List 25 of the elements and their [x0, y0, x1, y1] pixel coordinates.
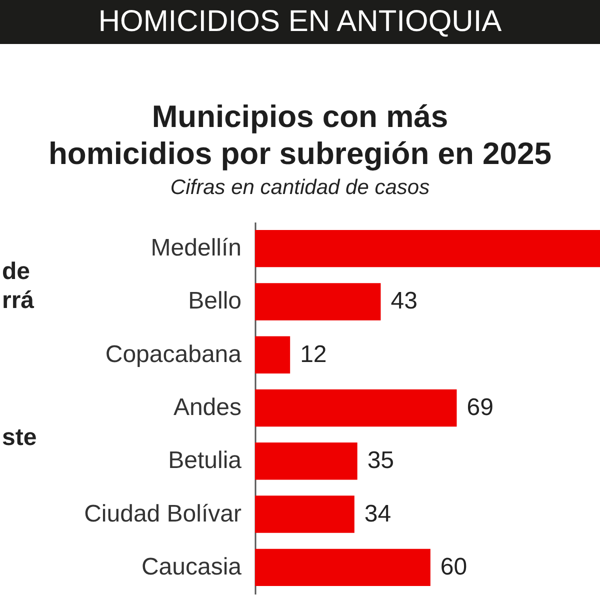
- data-label: 12: [300, 340, 327, 368]
- chart-subtitle: Municipios con más homicidios por subregión en 2025: [48, 99, 552, 172]
- bar: [255, 442, 358, 480]
- y-tick-label: Copacabana: [105, 340, 242, 368]
- bar: [255, 283, 381, 320]
- bar: [255, 230, 600, 268]
- bar: [255, 389, 457, 427]
- data-label: 35: [367, 447, 394, 474]
- data-label: 43: [390, 288, 418, 315]
- data-label: 69: [466, 394, 494, 421]
- y-tick-label: Caucasia: [141, 553, 242, 580]
- y-tick-label: Bello: [188, 288, 242, 315]
- y-tick-label: Medellín: [150, 234, 242, 262]
- y-tick-label: Betulia: [168, 447, 242, 474]
- text: de rrá: [2, 258, 35, 314]
- text: ste: [2, 424, 37, 451]
- y-tick-label: Ciudad Bolívar: [84, 500, 242, 528]
- bar: [255, 548, 430, 586]
- text: Cifras en cantidad de casos: [170, 176, 430, 199]
- bar: [255, 496, 354, 533]
- bar: [255, 336, 290, 374]
- data-label: 60: [440, 553, 468, 580]
- y-tick-label: Andes: [173, 394, 242, 421]
- data-label: 34: [364, 500, 392, 528]
- chart-title: HOMICIDIOS EN ANTIOQUIA: [98, 5, 502, 38]
